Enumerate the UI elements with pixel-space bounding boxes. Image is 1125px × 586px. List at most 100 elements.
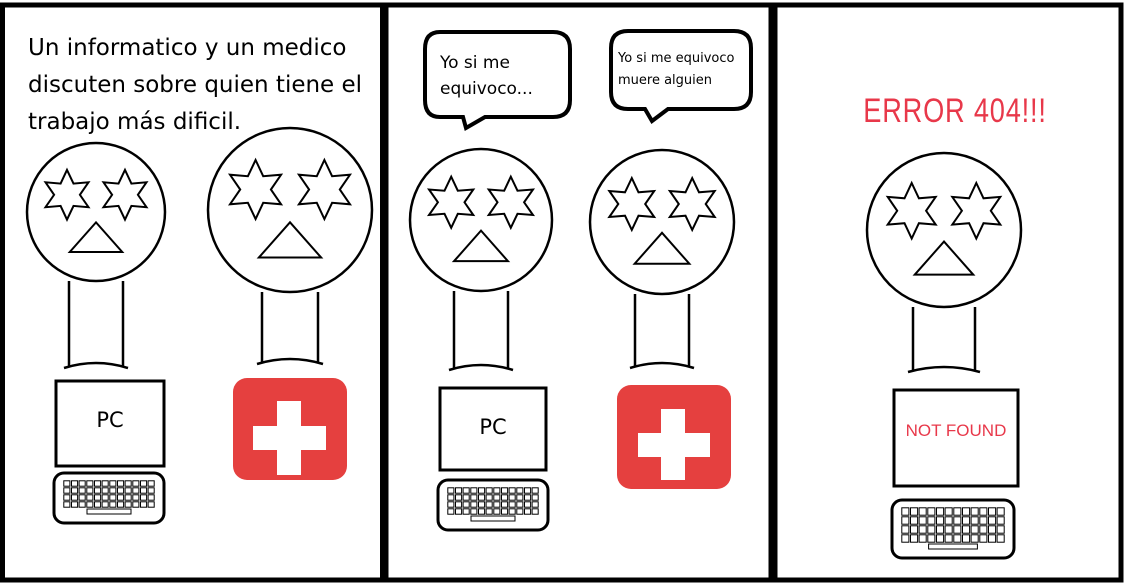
- keyboard-spacebar: [928, 543, 978, 550]
- keyboard-key: [508, 487, 516, 494]
- error-title: ERROR 404!!!: [863, 92, 1047, 130]
- keyboard-key: [86, 494, 94, 501]
- keyboard-key: [901, 534, 910, 543]
- keyboard-body: [436, 478, 550, 532]
- keyboard-key: [101, 494, 109, 501]
- keyboard-key: [124, 480, 132, 487]
- character-neck: [629, 294, 695, 370]
- keyboard-key: [86, 480, 94, 487]
- keyboard-key: [462, 508, 470, 515]
- keyboard-key: [132, 501, 140, 508]
- character: [206, 126, 374, 366]
- star-icon: [667, 175, 717, 233]
- keyboard-key: [447, 487, 455, 494]
- keyboard-key: [970, 534, 979, 543]
- keyboard-key: [124, 494, 132, 501]
- keyboard-key: [478, 508, 486, 515]
- keyboard-key: [501, 494, 509, 501]
- keyboard-key: [953, 516, 962, 525]
- keyboard-key: [516, 494, 524, 501]
- keyboard-key: [988, 534, 997, 543]
- keyboard-key: [447, 508, 455, 515]
- keyboard-key: [147, 501, 155, 508]
- keyboard-key: [508, 501, 516, 508]
- keyboard-key: [124, 487, 132, 494]
- keyboard-key: [71, 501, 79, 508]
- character-head: [865, 151, 1023, 309]
- keyboard-key: [140, 494, 148, 501]
- keyboard-key: [970, 525, 979, 534]
- keyboard-icon: [436, 478, 550, 532]
- keyboard-key: [78, 494, 86, 501]
- keyboard-key: [485, 494, 493, 501]
- star-icon: [227, 157, 284, 222]
- keyboard-key: [910, 525, 919, 534]
- keyboard-key: [86, 487, 94, 494]
- keyboard-key: [936, 525, 945, 534]
- laptop-screen: [54, 379, 166, 468]
- keyboard-key: [109, 487, 117, 494]
- keyboard-key: [988, 525, 997, 534]
- keyboard-icon: [52, 471, 166, 525]
- keyboard-key: [996, 507, 1005, 516]
- keyboard-key: [455, 494, 463, 501]
- not-found-label: NOT FOUND: [905, 421, 1007, 440]
- keyboard-key: [447, 494, 455, 501]
- keyboard-key: [501, 501, 509, 508]
- keyboard-key: [524, 494, 532, 501]
- keyboard-key: [988, 516, 997, 525]
- speech-bubble-left-text: Yo si me equivoco...: [440, 50, 560, 102]
- keyboard-key: [455, 487, 463, 494]
- keyboard-key: [493, 508, 501, 515]
- keyboard-key: [140, 487, 148, 494]
- keyboard-key: [78, 480, 86, 487]
- keyboard-key: [470, 508, 478, 515]
- medical-cross-icon: [233, 378, 347, 480]
- keyboard-key: [944, 507, 953, 516]
- keyboard-key: [78, 501, 86, 508]
- star-icon: [426, 174, 476, 231]
- character-head: [408, 147, 554, 293]
- keyboard-key: [531, 508, 539, 515]
- keyboard-key: [918, 525, 927, 534]
- keyboard-key: [996, 525, 1005, 534]
- keyboard-key: [470, 494, 478, 501]
- keyboard-key: [979, 534, 988, 543]
- keyboard-key: [147, 487, 155, 494]
- panel-2-border: [383, 2, 774, 583]
- keyboard-key: [996, 534, 1005, 543]
- character: [408, 147, 554, 372]
- keyboard-key: [918, 516, 927, 525]
- keyboard-key: [493, 494, 501, 501]
- keyboard-key: [140, 501, 148, 508]
- keyboard-key: [109, 501, 117, 508]
- bubble-line: Yo si me equivoco: [618, 51, 735, 66]
- star-icon: [607, 175, 657, 233]
- keyboard-key: [478, 487, 486, 494]
- keyboard-key: [86, 501, 94, 508]
- keyboard-key: [901, 525, 910, 534]
- keyboard-key: [101, 487, 109, 494]
- keyboard-key: [478, 494, 486, 501]
- character: [865, 151, 1023, 374]
- keyboard-key: [63, 480, 71, 487]
- keyboard-key: [147, 494, 155, 501]
- character-nose: [256, 220, 324, 259]
- keyboard-key: [944, 516, 953, 525]
- keyboard-key: [516, 501, 524, 508]
- keyboard-key: [516, 508, 524, 515]
- keyboard-key: [516, 487, 524, 494]
- keyboard-key: [953, 534, 962, 543]
- keyboard-key: [944, 525, 953, 534]
- laptop-screen: [438, 386, 548, 472]
- laptop-screen-label: PC: [479, 415, 507, 439]
- characters: [25, 126, 1023, 374]
- keyboard-key: [71, 480, 79, 487]
- speech-bubble-right-text: Yo si me equivoco muere alguien: [618, 48, 753, 92]
- medical-cross-horizontal: [638, 433, 710, 457]
- keyboard-key: [988, 507, 997, 516]
- caption-line: trabajo más dificil.: [28, 109, 242, 135]
- keyboard-key: [962, 534, 971, 543]
- keyboard-key: [970, 516, 979, 525]
- medical-cross-horizontal: [253, 426, 326, 450]
